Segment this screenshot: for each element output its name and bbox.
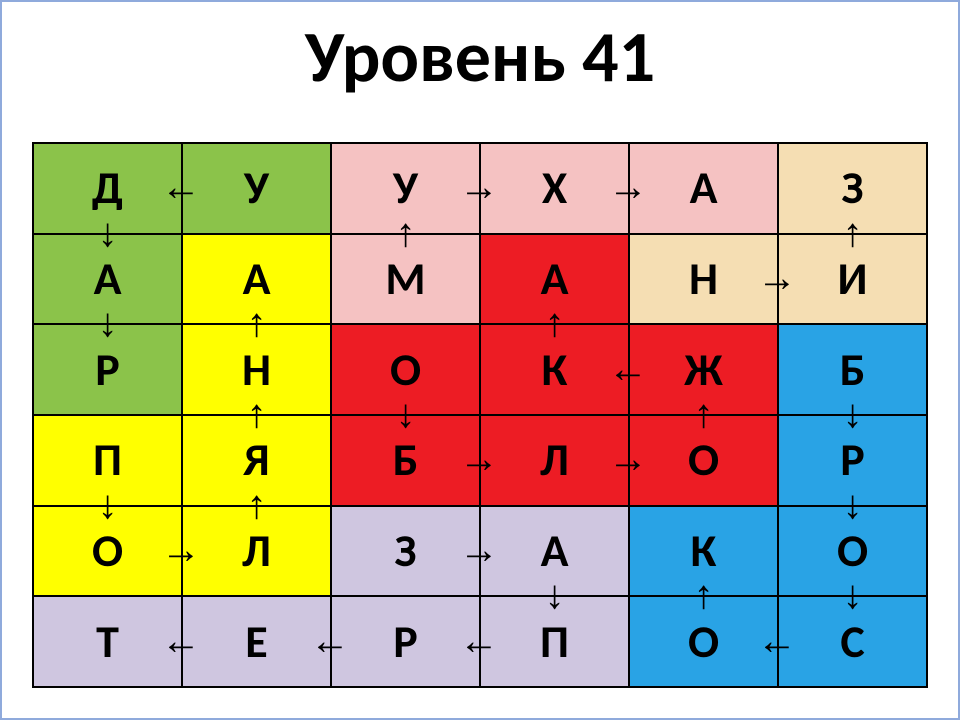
grid-cell[interactable]: Т← xyxy=(33,596,182,687)
cell-letter: А xyxy=(183,235,330,324)
cell-letter: Л xyxy=(183,507,330,596)
grid-cell[interactable]: О xyxy=(629,415,778,506)
grid-cell[interactable]: Ж↑ xyxy=(629,324,778,415)
cell-letter: Д xyxy=(34,144,181,233)
grid-cell[interactable]: У→↑ xyxy=(331,143,480,234)
cell-letter: А xyxy=(481,507,628,596)
cell-letter: П xyxy=(481,597,628,686)
cell-letter: У xyxy=(183,144,330,233)
grid-cell[interactable]: Е← xyxy=(182,596,331,687)
grid-cell[interactable]: Р xyxy=(33,324,182,415)
grid-cell[interactable]: Б→ xyxy=(331,415,480,506)
cell-letter: О xyxy=(779,507,926,596)
grid-cell[interactable]: П xyxy=(480,596,629,687)
cell-letter: Н xyxy=(183,325,330,414)
grid-cell[interactable]: У xyxy=(182,143,331,234)
grid-cell[interactable]: С xyxy=(778,596,927,687)
grid-cell[interactable]: П↓ xyxy=(33,415,182,506)
page-title: Уровень 41 xyxy=(2,2,958,104)
grid-cell[interactable]: Н↑ xyxy=(182,324,331,415)
cell-letter: О xyxy=(34,507,181,596)
cell-letter: А xyxy=(34,235,181,324)
cell-letter: С xyxy=(779,597,926,686)
grid-cell[interactable]: О→ xyxy=(33,506,182,597)
grid-cell[interactable]: Х→ xyxy=(480,143,629,234)
grid-cell[interactable]: Д←↓ xyxy=(33,143,182,234)
puzzle-grid: Д←↓УУ→↑Х→АЗ↑А↓А↑МА↑Н→ИРН↑О↓К←Ж↑Б↓П↓Я↑Б→Л… xyxy=(32,142,928,688)
grid-cell[interactable]: Я↑ xyxy=(182,415,331,506)
grid-cell[interactable]: З↑ xyxy=(778,143,927,234)
cell-letter: Л xyxy=(481,416,628,505)
page: Уровень 41 Д←↓УУ→↑Х→АЗ↑А↓А↑МА↑Н→ИРН↑О↓К←… xyxy=(0,0,960,720)
grid-cell[interactable]: Р← xyxy=(331,596,480,687)
grid-cell[interactable]: О↓ xyxy=(778,506,927,597)
grid-cell[interactable]: И xyxy=(778,234,927,325)
cell-letter: Я xyxy=(183,416,330,505)
grid-cell[interactable]: А↑ xyxy=(480,234,629,325)
cell-letter: Н xyxy=(630,235,777,324)
grid-cell[interactable]: О↓ xyxy=(331,324,480,415)
grid-cell[interactable]: Б↓ xyxy=(778,324,927,415)
grid-cell[interactable]: К↑ xyxy=(629,506,778,597)
cell-letter: Б xyxy=(332,416,479,505)
grid-cell[interactable]: М xyxy=(331,234,480,325)
cell-letter: А xyxy=(481,235,628,324)
cell-letter: И xyxy=(779,235,926,324)
grid-cell[interactable]: К← xyxy=(480,324,629,415)
cell-letter: П xyxy=(34,416,181,505)
cell-letter: Р xyxy=(332,597,479,686)
cell-letter: Ж xyxy=(630,325,777,414)
cell-letter: О xyxy=(630,597,777,686)
cell-letter: О xyxy=(332,325,479,414)
grid-cell[interactable]: А xyxy=(629,143,778,234)
cell-letter: Т xyxy=(34,597,181,686)
grid-cell[interactable]: З→ xyxy=(331,506,480,597)
grid-cell[interactable]: А↓ xyxy=(480,506,629,597)
cell-letter: Р xyxy=(779,416,926,505)
grid-cell[interactable]: Н→ xyxy=(629,234,778,325)
cell-letter: Б xyxy=(779,325,926,414)
grid-cell[interactable]: Л→ xyxy=(480,415,629,506)
grid-cell[interactable]: Р↓ xyxy=(778,415,927,506)
grid-cell[interactable]: О← xyxy=(629,596,778,687)
cell-letter: З xyxy=(332,507,479,596)
cell-letter: Е xyxy=(183,597,330,686)
cell-letter: Р xyxy=(34,325,181,414)
cell-letter: Х xyxy=(481,144,628,233)
cell-letter: У xyxy=(332,144,479,233)
cell-letter: О xyxy=(630,416,777,505)
cell-letter: М xyxy=(332,235,479,324)
puzzle-grid-container: Д←↓УУ→↑Х→АЗ↑А↓А↑МА↑Н→ИРН↑О↓К←Ж↑Б↓П↓Я↑Б→Л… xyxy=(32,142,928,688)
cell-letter: З xyxy=(779,144,926,233)
grid-cell[interactable]: А↑ xyxy=(182,234,331,325)
cell-letter: К xyxy=(481,325,628,414)
cell-letter: А xyxy=(630,144,777,233)
grid-cell[interactable]: А↓ xyxy=(33,234,182,325)
cell-letter: К xyxy=(630,507,777,596)
grid-cell[interactable]: Л xyxy=(182,506,331,597)
